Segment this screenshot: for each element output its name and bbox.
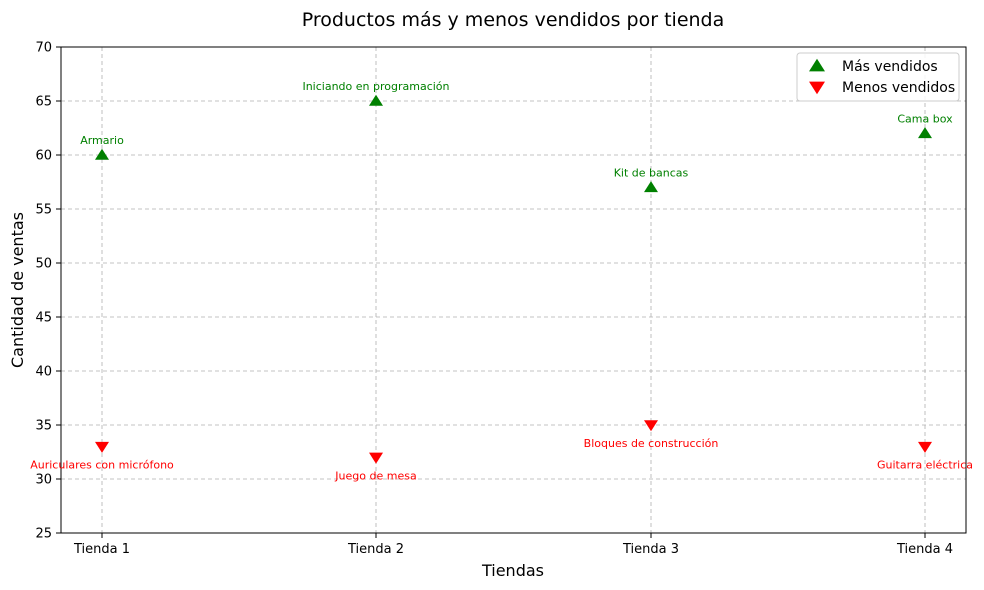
y-tick-label: 45 xyxy=(35,311,52,326)
x-axis-title: Tiendas xyxy=(481,561,544,580)
series-mas-vendidos: Armario Iniciando en programación Kit de b… xyxy=(80,80,953,193)
series-menos-vendidos: Auriculares con micrófono Juego de mesa Bl… xyxy=(30,420,973,482)
data-point xyxy=(95,148,109,160)
y-tick-label: 40 xyxy=(35,365,52,380)
data-label: Juego de mesa xyxy=(334,469,416,482)
y-tick-label: 35 xyxy=(35,419,52,434)
x-tick-label: Tienda 3 xyxy=(622,542,679,557)
data-point xyxy=(95,441,109,453)
legend-frame xyxy=(796,52,960,102)
x-axis: Tienda 1 Tienda 2 Tienda 3 Tienda 4 xyxy=(73,533,953,557)
data-label: Auriculares con micrófono xyxy=(30,459,174,472)
x-tick-label: Tienda 1 xyxy=(73,542,130,557)
y-axis: 25 30 35 40 45 50 55 60 65 70 xyxy=(35,41,61,542)
x-tick-label: Tienda 4 xyxy=(896,542,953,557)
y-tick-label: 60 xyxy=(35,149,52,164)
y-tick-label: 50 xyxy=(35,257,52,272)
y-tick-label: 70 xyxy=(35,41,52,56)
legend-marker-menos-vendidos xyxy=(809,81,825,95)
legend-label-mas-vendidos: Más vendidos xyxy=(842,59,938,75)
data-label: Kit de bancas xyxy=(614,166,689,179)
data-label: Armario xyxy=(80,134,124,147)
legend-marker-mas-vendidos xyxy=(809,58,825,72)
data-point xyxy=(644,181,658,193)
data-point xyxy=(918,127,932,139)
data-label: Cama box xyxy=(897,112,953,125)
plot-area-frame xyxy=(60,46,967,534)
series-layer: Armario Iniciando en programación Kit de b… xyxy=(30,80,973,482)
x-tick-label: Tienda 2 xyxy=(347,542,404,557)
data-label: Iniciando en programación xyxy=(302,80,449,93)
grid-lines xyxy=(61,46,966,534)
y-tick-label: 25 xyxy=(35,527,52,542)
y-tick-label: 30 xyxy=(35,473,52,488)
y-tick-label: 55 xyxy=(35,203,52,218)
chart-title: Productos más y menos vendidos por tiend… xyxy=(302,9,725,31)
data-point xyxy=(369,452,383,464)
legend-label-menos-vendidos: Menos vendidos xyxy=(842,80,955,96)
y-axis-title: Cantidad de ventas xyxy=(8,212,27,368)
data-label: Bloques de construcción xyxy=(584,437,719,450)
data-label: Guitarra eléctrica xyxy=(877,459,973,472)
data-point xyxy=(644,420,658,432)
y-tick-label: 65 xyxy=(35,95,52,110)
legend: Más vendidos Menos vendidos xyxy=(796,52,960,102)
data-point xyxy=(918,441,932,453)
data-point xyxy=(369,94,383,106)
